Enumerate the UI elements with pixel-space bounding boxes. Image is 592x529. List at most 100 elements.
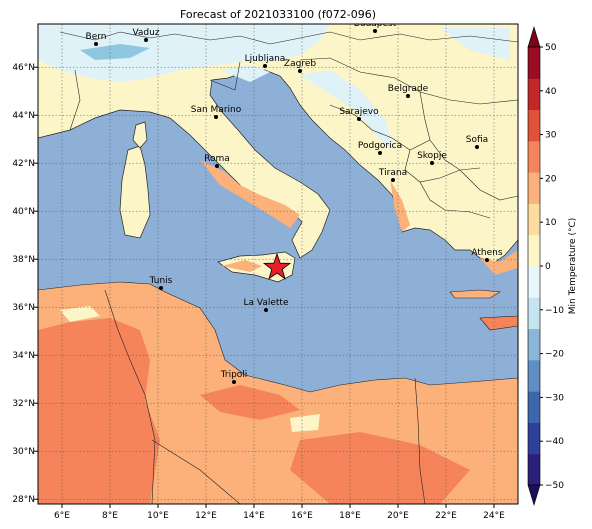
colorbar-segment	[528, 328, 540, 361]
colorbar-segment	[528, 266, 540, 298]
city-marker	[232, 380, 236, 384]
city-label: Roma	[204, 154, 230, 164]
y-tick-label: 38°N	[12, 255, 35, 265]
land-warm-sicily	[222, 260, 262, 272]
colorbar-segment	[528, 391, 540, 423]
city-label: Belgrade	[388, 84, 429, 94]
land-mild-patch-libya	[290, 414, 320, 432]
city-marker	[159, 286, 163, 290]
land-cold-dinaric	[300, 70, 395, 150]
colorbar-tick-label: 20	[545, 174, 557, 184]
colorbar-tick-label: −40	[545, 437, 564, 447]
city-marker	[263, 64, 267, 68]
y-tick-label: 30°N	[12, 447, 35, 457]
city-label: Ljubljana	[245, 54, 286, 64]
colorbar-label: Min Temperature (°C)	[568, 218, 578, 315]
land-warm-italy-coast	[200, 160, 300, 228]
colorbar-tick-label: −20	[545, 350, 564, 360]
x-tick-label: 10°E	[147, 511, 169, 521]
colorbar-tick-label: 50	[545, 43, 557, 53]
colorbar-segment	[528, 47, 540, 79]
land-cold-slovenia	[220, 65, 270, 82]
city-label: San Marino	[191, 105, 242, 115]
city-label: Tunis	[149, 276, 173, 286]
colorbar-tick-label: −50	[545, 481, 564, 491]
land-hot-patch-libya	[200, 385, 300, 420]
land-cold-carpathian	[440, 28, 510, 60]
city-label: Sarajevo	[339, 107, 379, 117]
colorbar-segment	[528, 359, 540, 392]
city-label: Tripoli	[220, 370, 248, 380]
colorbar-segment	[528, 422, 540, 455]
y-tick-label: 34°N	[12, 351, 35, 361]
city-label: Athens	[471, 248, 502, 258]
city-marker	[485, 258, 489, 262]
y-tick-label: 46°N	[12, 63, 35, 73]
colorbar-max-extension	[527, 25, 541, 48]
city-marker	[215, 164, 219, 168]
colorbar-tick-label: 10	[545, 218, 557, 228]
map-frame	[37, 23, 519, 505]
city-marker	[406, 94, 410, 98]
land-hot-patch-south	[290, 432, 470, 504]
land-turkey-coast	[479, 315, 518, 331]
colorbar-tick-label: −30	[545, 393, 564, 403]
land-mild-patch-atlas	[60, 306, 100, 322]
colorbar-tick-label: 30	[545, 131, 557, 141]
land-corsica	[132, 121, 148, 149]
city-marker	[298, 69, 302, 73]
x-tick-label: 24°E	[483, 511, 505, 521]
x-tick-label: 18°E	[339, 511, 361, 521]
colorbar-segment	[528, 140, 540, 173]
y-tick-label: 42°N	[12, 159, 35, 169]
colorbar-segment	[528, 109, 540, 142]
land-warm-greece	[480, 250, 518, 275]
land-cold-alps	[38, 24, 330, 82]
land-warm-albania-coast	[390, 180, 410, 232]
land-sardinia	[119, 145, 151, 239]
city-label: Tirana	[378, 168, 407, 178]
x-tick-label: 6°E	[54, 511, 70, 521]
colorbar-segment	[528, 453, 540, 486]
y-tick-label: 28°N	[12, 495, 35, 505]
y-tick-label: 40°N	[12, 207, 35, 217]
city-marker	[378, 151, 382, 155]
land-crete	[449, 289, 501, 299]
city-marker	[373, 29, 377, 33]
x-tick-label: 12°E	[195, 511, 217, 521]
colorbar-segment	[528, 203, 540, 236]
city-label: Skopje	[417, 151, 447, 161]
y-tick-label: 32°N	[12, 399, 35, 409]
colorbar-tick-label: −10	[545, 306, 564, 316]
colorbar-segment	[528, 78, 540, 111]
colorbar-segment	[528, 297, 540, 330]
colorbar-segment	[528, 172, 540, 204]
x-axis-ticks: 6°E 8°E 10°E 12°E 14°E 16°E 18°E 20°E 22°E 24°E	[54, 504, 505, 521]
y-tick-label: 36°N	[12, 303, 35, 313]
x-tick-label: 20°E	[387, 511, 409, 521]
city-marker	[214, 115, 218, 119]
city-label: Budapest	[354, 19, 397, 29]
city-marker	[94, 42, 98, 46]
land-cool-alps-peak	[80, 44, 150, 60]
city-marker	[391, 178, 395, 182]
city-label: Sofia	[466, 135, 488, 145]
graticule	[38, 24, 518, 504]
colorbar: 50 40 30 20 10 0 −10 −20 −30 −40 −50	[527, 25, 564, 507]
y-tick-label: 44°N	[12, 111, 35, 121]
colorbar-tick-label: 40	[545, 87, 557, 97]
city-label: Zagreb	[284, 59, 316, 69]
x-tick-label: 16°E	[291, 511, 313, 521]
x-tick-label: 22°E	[435, 511, 457, 521]
city-marker	[357, 117, 361, 121]
city-label: Vaduz	[132, 28, 159, 38]
city-marker	[430, 161, 434, 165]
city-marker	[264, 308, 268, 312]
city-marker	[475, 145, 479, 149]
city-label: Podgorica	[358, 141, 402, 151]
y-axis-ticks: 46°N 44°N 42°N 40°N 38°N 36°N 34°N 32°N 30°N 28°N	[12, 63, 38, 505]
map-title: Forecast of 2021033100 (f072-096)	[180, 8, 376, 21]
x-tick-label: 14°E	[243, 511, 265, 521]
